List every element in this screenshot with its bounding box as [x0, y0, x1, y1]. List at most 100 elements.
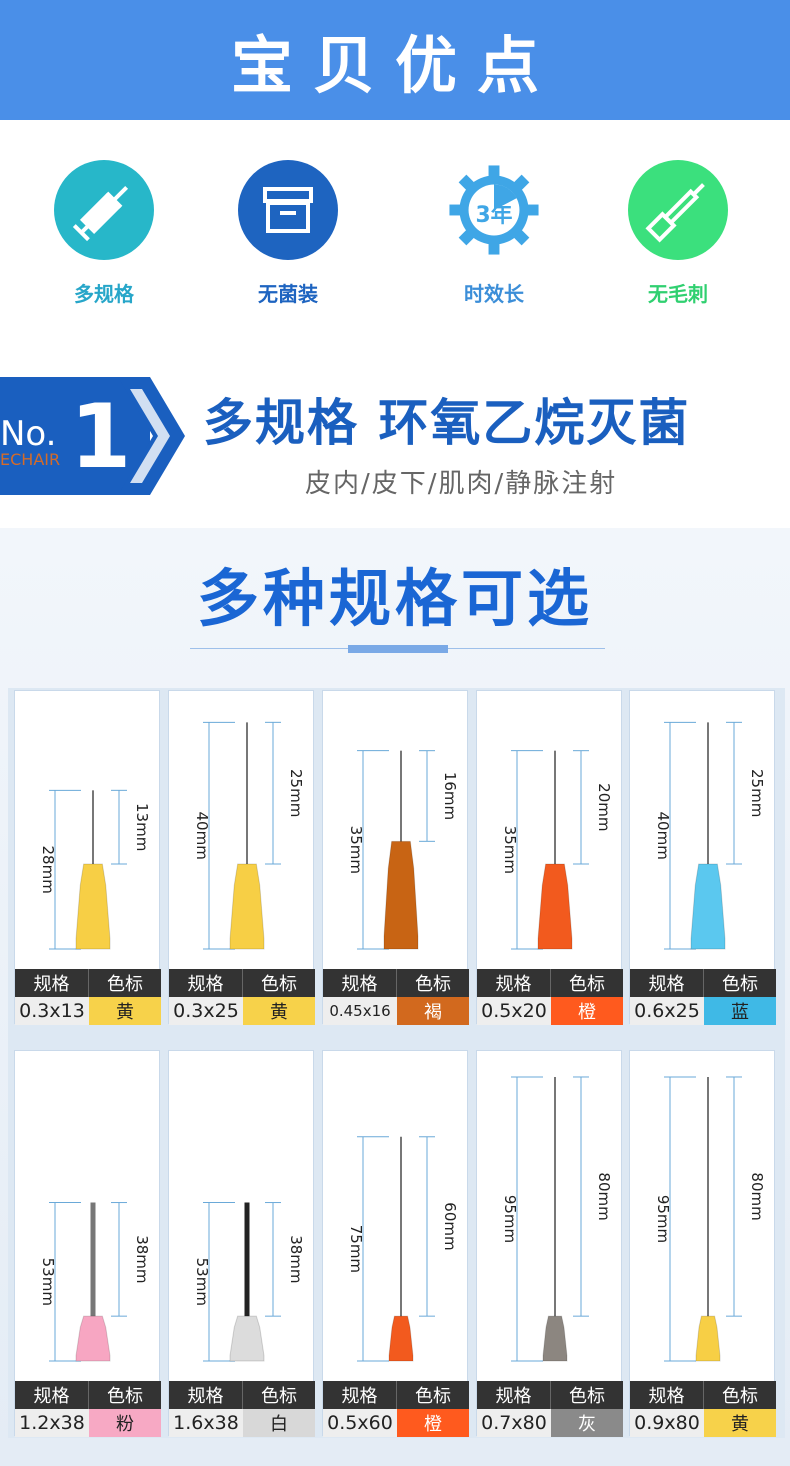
feature-multi-spec: 多规格	[34, 160, 174, 307]
header-color: 色标	[397, 969, 469, 997]
spec-table: 规格 色标 1.2x38 粉	[15, 1381, 161, 1437]
needle-illustration: 35mm 20mm	[501, 750, 613, 950]
spec-value: 0.3x13	[15, 997, 89, 1025]
total-length-label: 53mm	[39, 1258, 57, 1306]
spec-table: 规格 色标 0.5x20 橙	[477, 969, 623, 1025]
needle-illustration: 53mm 38mm	[39, 1202, 151, 1362]
header-spec: 规格	[630, 1381, 704, 1409]
feature-label: 无菌装	[258, 282, 318, 306]
total-length-label: 95mm	[654, 1195, 672, 1243]
specs-title: 多种规格可选	[196, 562, 593, 635]
spec-value: 0.5x60	[323, 1409, 397, 1437]
feature-label: 无毛刺	[648, 282, 708, 306]
total-length-label: 40mm	[654, 812, 672, 860]
feature-sterile: 无菌装	[218, 160, 358, 307]
gear-3year-icon: 3年	[444, 160, 544, 260]
spec-table: 规格 色标 0.9x80 黄	[630, 1381, 776, 1437]
needle-illustration: 35mm 16mm	[347, 750, 459, 950]
header-color: 色标	[551, 969, 623, 997]
spec-value: 0.45x16	[323, 997, 397, 1025]
feature-no-burr: 无毛刺	[608, 160, 748, 307]
needle-length-label: 20mm	[595, 783, 613, 831]
needle-length-label: 60mm	[441, 1202, 459, 1250]
spec-table: 规格 色标 0.7x80 灰	[477, 1381, 623, 1437]
total-length-label: 35mm	[347, 826, 365, 874]
color-swatch: 黄	[89, 997, 161, 1025]
color-swatch: 黄	[704, 1409, 776, 1437]
needle-card: 95mm 80mm 规格 色标 0.9x80 黄	[629, 1050, 776, 1437]
spec-table: 规格 色标 0.3x25 黄	[169, 969, 315, 1025]
needle-card: 53mm 38mm 规格 色标 1.2x38 粉	[14, 1050, 161, 1437]
total-length-label: 95mm	[501, 1195, 519, 1243]
header-spec: 规格	[477, 1381, 551, 1409]
spec-table: 规格 色标 0.3x13 黄	[15, 969, 161, 1025]
header-color: 色标	[551, 1381, 623, 1409]
specs-section: 多种规格可选 28mm 13mm 规格 色标 0.3x13 黄 40mm 25mm 规格 色标 0.…	[0, 528, 790, 1466]
feature-shelf-life: 3年 时效长	[424, 160, 564, 307]
needle-illustration: 40mm 25mm	[193, 721, 305, 950]
header-spec: 规格	[15, 1381, 89, 1409]
needle-illustration: 53mm 38mm	[193, 1202, 305, 1362]
color-swatch: 橙	[397, 1409, 469, 1437]
needle-card: 35mm 16mm 规格 色标 0.45x16 褐	[322, 690, 469, 1025]
header-color: 色标	[397, 1381, 469, 1409]
banner-title: 宝贝优点	[230, 29, 559, 102]
color-swatch: 粉	[89, 1409, 161, 1437]
spec-value: 0.5x20	[477, 997, 551, 1025]
color-swatch: 灰	[551, 1409, 623, 1437]
needle-icon	[628, 160, 728, 260]
needle-length-label: 25mm	[748, 769, 766, 817]
spec-table: 规格 色标 1.6x38 白	[169, 1381, 315, 1437]
feature-label: 时效长	[464, 282, 524, 306]
no1-badge-no: No.	[0, 414, 56, 454]
spec-table: 规格 色标 0.45x16 褐	[323, 969, 469, 1025]
header-color: 色标	[704, 969, 776, 997]
spec-value: 0.9x80	[630, 1409, 704, 1437]
needle-illustration: 95mm 80mm	[654, 1076, 766, 1362]
header-spec: 规格	[477, 969, 551, 997]
total-length-label: 75mm	[347, 1225, 365, 1273]
header-color: 色标	[704, 1381, 776, 1409]
header-color: 色标	[243, 1381, 315, 1409]
total-length-label: 35mm	[501, 826, 519, 874]
header-color: 色标	[89, 969, 161, 997]
color-swatch: 白	[243, 1409, 315, 1437]
needle-card: 28mm 13mm 规格 色标 0.3x13 黄	[14, 690, 161, 1025]
spec-table: 规格 色标 0.5x60 橙	[323, 1381, 469, 1437]
header-spec: 规格	[15, 969, 89, 997]
needle-card: 75mm 60mm 规格 色标 0.5x60 橙	[322, 1050, 469, 1437]
needle-card: 35mm 20mm 规格 色标 0.5x20 橙	[476, 690, 623, 1025]
no1-badge-sub: ECHAIR	[0, 450, 60, 469]
needle-card: 40mm 25mm 规格 色标 0.3x25 黄	[168, 690, 315, 1025]
no1-badge: No. 1 ECHAIR	[0, 377, 185, 495]
needle-length-label: 16mm	[441, 772, 459, 820]
spec-value: 1.2x38	[15, 1409, 89, 1437]
needle-length-label: 38mm	[287, 1235, 305, 1283]
needle-illustration: 95mm 80mm	[501, 1076, 613, 1362]
total-length-label: 40mm	[193, 812, 211, 860]
color-swatch: 橙	[551, 997, 623, 1025]
syringe-icon	[54, 160, 154, 260]
needle-illustration: 75mm 60mm	[347, 1136, 459, 1362]
spec-value: 1.6x38	[169, 1409, 243, 1437]
feature-label: 多规格	[74, 282, 134, 306]
color-swatch: 蓝	[704, 997, 776, 1025]
color-swatch: 褐	[397, 997, 469, 1025]
no1-title: 多规格 环氧乙烷灭菌	[203, 394, 691, 452]
needle-length-label: 80mm	[595, 1172, 613, 1220]
title-divider-mark	[348, 645, 448, 653]
total-length-label: 53mm	[193, 1258, 211, 1306]
header-color: 色标	[89, 1381, 161, 1409]
header-spec: 规格	[630, 969, 704, 997]
color-swatch: 黄	[243, 997, 315, 1025]
features-row: 多规格 无菌装	[0, 160, 790, 330]
no1-section: No. 1 ECHAIR 多规格 环氧乙烷灭菌 皮内/皮下/肌肉/静脉注射	[0, 375, 790, 505]
spec-table: 规格 色标 0.6x25 蓝	[630, 969, 776, 1025]
spec-value: 0.3x25	[169, 997, 243, 1025]
no1-badge-num: 1	[70, 385, 131, 488]
spec-value: 0.7x80	[477, 1409, 551, 1437]
header-spec: 规格	[169, 1381, 243, 1409]
gear-badge-text: 3年	[476, 202, 513, 228]
header-spec: 规格	[169, 969, 243, 997]
needle-length-label: 80mm	[748, 1172, 766, 1220]
